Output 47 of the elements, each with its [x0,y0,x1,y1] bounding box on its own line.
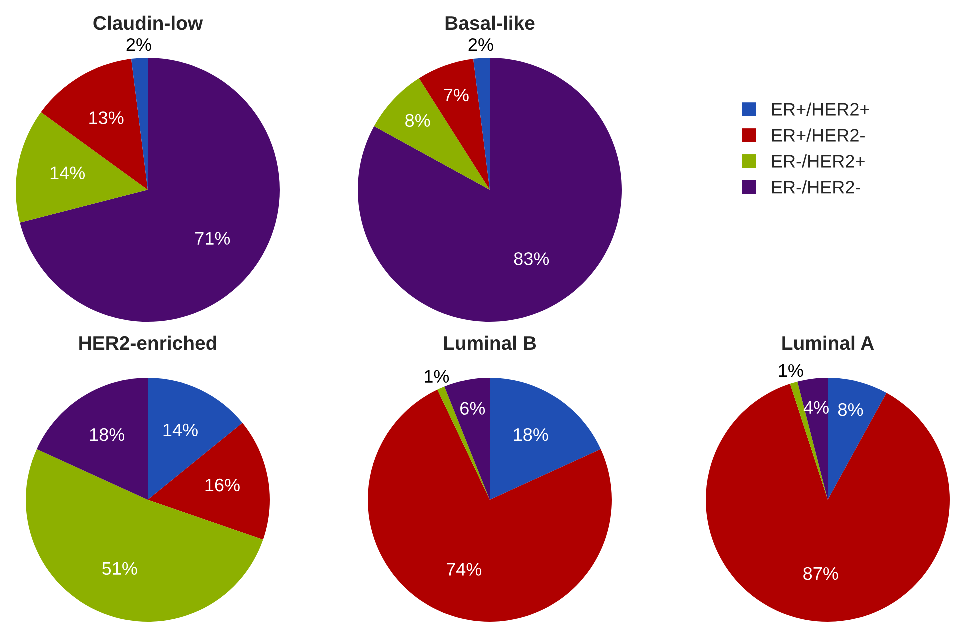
pie-slice [490,378,601,500]
chart-title: HER2-enriched [80,336,216,350]
pie-slice [26,449,264,622]
data-label: 14% [164,424,198,436]
data-label: 4% [804,401,829,414]
pie-slice [438,386,490,500]
data-label: 1% [425,370,450,383]
legend-label: ER+/HER2- [772,128,865,142]
legend-label: ER+/HER2+ [772,102,870,116]
pie-slice [41,59,148,190]
pie-slice [706,384,950,622]
pie-slice [473,58,490,190]
chart-title: Luminal A [782,336,874,350]
pie-slice [148,378,243,500]
pie-slice [828,378,887,500]
pie-slice [131,58,148,190]
pie-slice [368,390,612,622]
data-label: 7% [444,88,469,102]
chart-title: Basal-like [446,16,535,30]
data-label: 51% [102,562,138,576]
chart-title: Claudin-low [94,16,204,30]
data-label: 6% [460,402,486,415]
data-label: 8% [406,114,430,128]
pie-slice [374,78,490,190]
data-label: 18% [514,428,548,442]
data-label: 74% [446,563,482,576]
pie-slice [790,382,828,500]
data-label: 8% [838,403,864,416]
data-label: 71% [196,232,230,245]
pie-slice [358,58,622,322]
data-label: 2% [468,38,494,52]
data-label: 18% [90,428,125,442]
chart-title: Luminal B [444,336,536,350]
data-label: 1% [779,364,804,378]
data-label: 16% [206,478,240,492]
pie-slice [20,58,280,322]
data-label: 87% [804,567,838,580]
data-label: 2% [126,38,152,52]
data-label: 14% [50,166,86,180]
legend-label: ER-/HER2+ [772,154,865,168]
legend-label: ER-/HER2- [772,180,860,194]
pie-slice [148,423,270,540]
pie-slice [16,112,148,223]
data-label: 83% [514,252,550,266]
pie-slice [798,378,828,500]
data-label: 13% [90,112,124,124]
pie-slice [37,378,148,500]
